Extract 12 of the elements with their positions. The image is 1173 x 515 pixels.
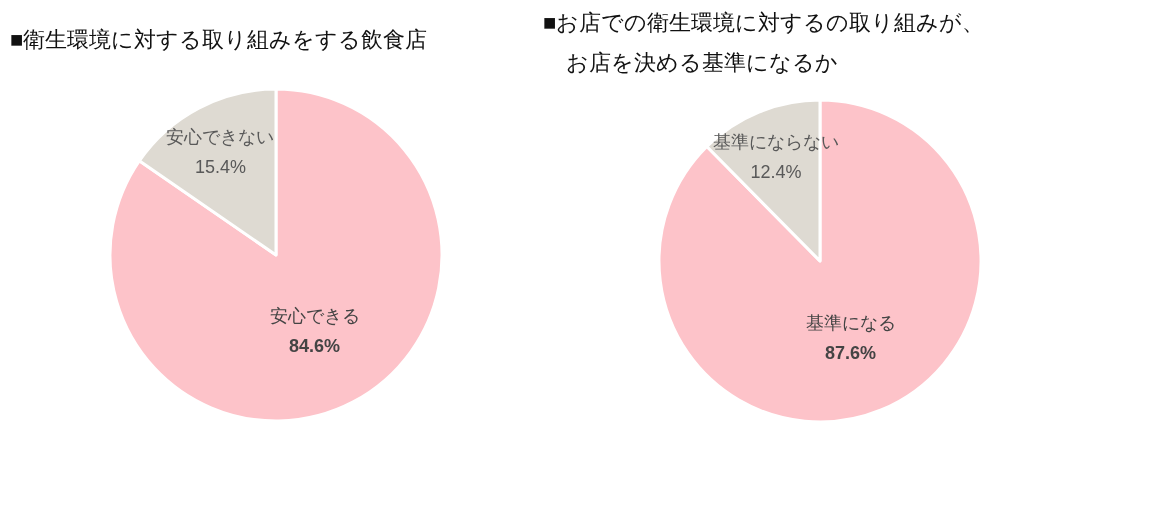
pie-slice xyxy=(108,87,444,423)
data-label: 12.4% xyxy=(750,161,802,182)
pie-slice xyxy=(657,98,983,424)
slice-label: 基準にならない xyxy=(712,131,839,152)
slice-label: 基準になる xyxy=(805,313,896,334)
chart-title: ■衛生環境に対する取り組みをする飲食店 xyxy=(10,27,428,52)
data-label: 84.6% xyxy=(289,336,341,357)
chart-title: ■お店での衛生環境に対するの取り組みが、お店を決める基準になるか xyxy=(543,10,985,75)
slice-label: 安心できない xyxy=(166,127,275,148)
data-label: 87.6% xyxy=(825,343,877,364)
slice-label: 安心できる xyxy=(269,306,360,327)
data-label: 15.4% xyxy=(194,157,246,178)
